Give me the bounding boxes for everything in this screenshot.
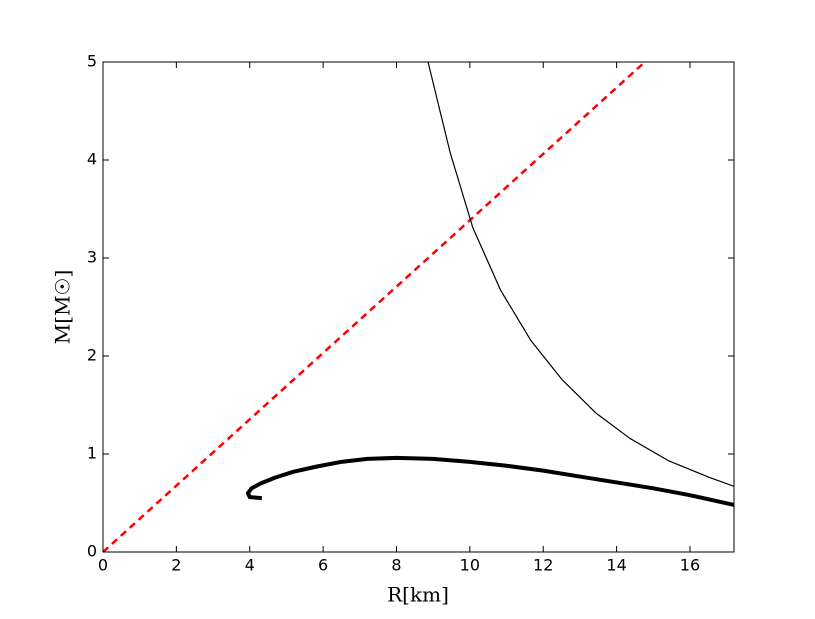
y-tick-label: 0	[87, 542, 97, 561]
line	[103, 62, 646, 552]
x-tick-label: 0	[98, 556, 108, 575]
x-tick-label: 4	[245, 556, 255, 575]
x-tick-label: 10	[460, 556, 480, 575]
y-tick-label: 3	[87, 248, 97, 267]
x-tick-label: 14	[606, 556, 626, 575]
x-tick-label: 16	[680, 556, 700, 575]
x-tick-label: 12	[533, 556, 553, 575]
y-tick-label: 2	[87, 346, 97, 365]
plot-frame	[102, 61, 735, 553]
x-tick-label: 2	[171, 556, 181, 575]
y-tick-label: 5	[87, 52, 97, 71]
y-tick-label: 1	[87, 444, 97, 463]
x-tick-label: 6	[318, 556, 328, 575]
plot-area	[103, 62, 734, 552]
y-tick-label: 4	[87, 150, 97, 169]
line	[245, 455, 734, 507]
x-axis-label: R[km]	[387, 583, 449, 607]
x-tick-label: 8	[391, 556, 401, 575]
line	[427, 62, 734, 487]
y-axis-label: M[M☉]	[51, 270, 75, 345]
